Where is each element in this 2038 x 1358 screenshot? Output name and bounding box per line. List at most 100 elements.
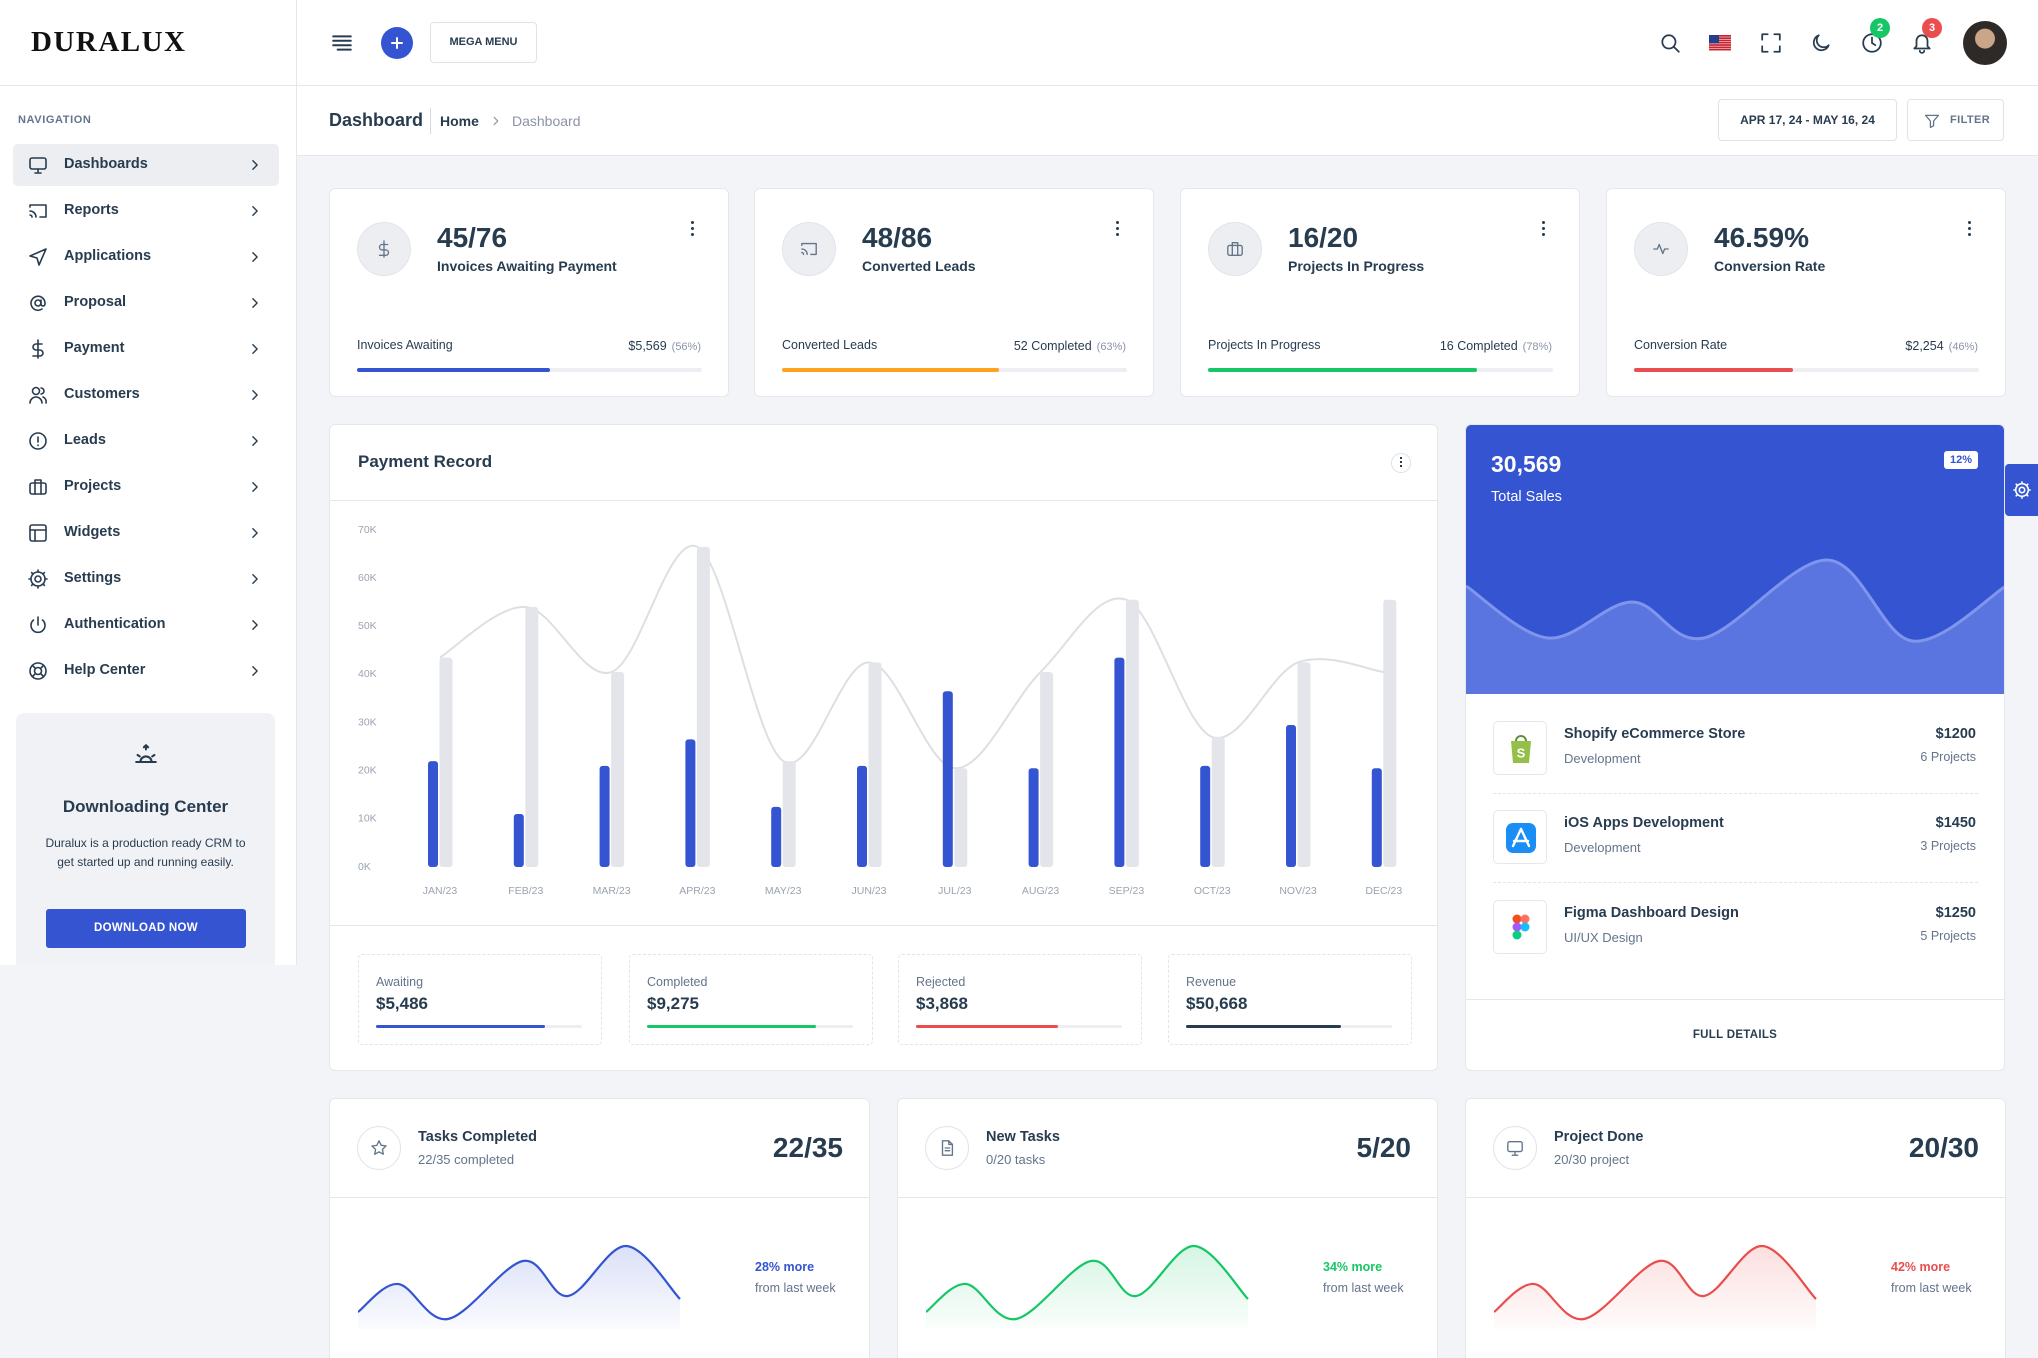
x-tick-label: NOV/23 [1279, 885, 1317, 897]
stat-footer-amount: 52 Completed (63%) [1014, 339, 1126, 353]
progress-fill [357, 368, 551, 372]
bar [1200, 765, 1211, 867]
bar [954, 768, 968, 867]
download-title: Downloading Center [62, 797, 229, 816]
project-name[interactable]: iOS Apps Development [1564, 815, 1724, 831]
flag-canton [1709, 35, 1719, 44]
icon-shape [252, 482, 258, 492]
mega-menu-button[interactable]: MEGA MENU [430, 22, 537, 63]
divider [330, 500, 1437, 501]
date-range-button[interactable]: APR 17, 24 - MAY 16, 24 [1718, 99, 1897, 141]
bar [439, 657, 453, 867]
icon-shape [332, 35, 352, 51]
icon-shape [1924, 114, 1940, 129]
logo-shape [1512, 922, 1522, 932]
search-icon[interactable] [1659, 32, 1681, 54]
nav-item[interactable]: Proposal [13, 282, 279, 324]
more-menu[interactable] [1541, 219, 1547, 237]
flag-stripe [1709, 46, 1731, 49]
y-tick-label: 70K [358, 524, 377, 536]
divider [1493, 882, 1978, 883]
project-name[interactable]: Figma Dashboard Design [1564, 905, 1739, 921]
nav-item[interactable]: Leads [13, 420, 279, 462]
sparkline [926, 1244, 1249, 1329]
nav-item[interactable]: Applications [13, 236, 279, 278]
bar [1297, 662, 1311, 867]
alert-icon [29, 432, 47, 450]
chev-icon [252, 436, 258, 446]
nav-item[interactable]: Dashboards [13, 144, 279, 186]
more-menu[interactable] [1967, 219, 1973, 237]
stat-icon-circle [782, 222, 836, 276]
more-dot [1968, 221, 1971, 224]
download-button[interactable]: DOWNLOAD NOW [46, 909, 246, 948]
chev-icon [252, 252, 258, 262]
nav-item[interactable]: Projects [13, 466, 279, 508]
x-tick-label: OCT/23 [1194, 885, 1231, 897]
stat-label: Converted Leads [862, 258, 976, 274]
nav-item[interactable]: Customers [13, 374, 279, 416]
more-dot [1400, 461, 1402, 463]
icon-shape [31, 664, 45, 678]
stat-footer-label: Conversion Rate [1634, 338, 1728, 352]
breadcrumb-current: Dashboard [512, 113, 581, 129]
filter-button[interactable]: FILTER [1907, 99, 2004, 141]
logo-shape [1520, 922, 1530, 932]
add-button[interactable] [381, 27, 413, 59]
bar [696, 546, 710, 867]
summary-note: from last week [755, 1281, 836, 1295]
stat-footer-label: Invoices Awaiting [357, 338, 453, 352]
flag-stripe [1709, 44, 1731, 46]
power-icon [30, 616, 46, 634]
more-menu[interactable] [690, 219, 696, 237]
project-name[interactable]: Shopify eCommerce Store [1564, 726, 1746, 742]
icon-shape [29, 529, 47, 542]
at-icon [30, 295, 46, 312]
stat-percent-label: (56%) [671, 341, 701, 353]
more-menu[interactable] [1115, 219, 1121, 237]
icon-shape [252, 344, 258, 354]
chev-icon [252, 298, 258, 308]
flag-icon[interactable] [1709, 35, 1731, 51]
nav-item[interactable]: Help Center [13, 650, 279, 692]
nav-label: Projects [64, 478, 122, 494]
line-series [439, 544, 1384, 770]
settings-tab[interactable] [2005, 464, 2038, 516]
breadcrumb-home[interactable]: Home [440, 113, 479, 129]
stat-value: 45/76 [437, 222, 508, 253]
flag-stripe [1709, 41, 1731, 44]
logo-shape [1511, 827, 1531, 848]
icon-shape [1511, 1150, 1519, 1156]
nav-item[interactable]: Widgets [13, 512, 279, 554]
summary-note: from last week [1323, 1281, 1404, 1295]
nav-item[interactable]: Reports [13, 190, 279, 232]
summary-subtitle: 20/30 project [1554, 1152, 1630, 1167]
summary-label: Rejected [916, 975, 966, 989]
full-details-link[interactable]: FULL DETAILS [1692, 1029, 1778, 1041]
star-icon [371, 1140, 387, 1155]
more-dot [691, 233, 694, 236]
full-icon[interactable] [1760, 32, 1782, 54]
moon-icon[interactable] [1810, 32, 1832, 54]
more-dot [1116, 227, 1119, 230]
page-header: Dashboard Home Dashboard APR 17, 24 - MAY 1… [297, 86, 2038, 156]
nav-item[interactable]: Settings [13, 558, 279, 600]
icon-shape [252, 206, 258, 216]
nav-item[interactable]: Authentication [13, 604, 279, 646]
summary-value: 22/35 [772, 1132, 843, 1163]
card-menu[interactable] [1391, 453, 1411, 473]
menu-icon[interactable] [331, 32, 353, 54]
y-tick-label: 40K [358, 668, 377, 680]
nav-item[interactable]: Payment [13, 328, 279, 370]
bar [513, 814, 524, 867]
summary-title: Tasks Completed [418, 1129, 537, 1145]
bell-icon[interactable] [1911, 32, 1933, 54]
bar [1114, 657, 1125, 867]
user-avatar[interactable] [1963, 21, 2007, 65]
x-tick-label: AUG/23 [1022, 885, 1060, 897]
stat-amount: $2,254 [1905, 339, 1944, 353]
project-logo-box [1493, 810, 1547, 864]
chev-icon [252, 160, 258, 170]
brand-logo[interactable]: DURALUX [31, 26, 187, 58]
nav-label: Proposal [64, 294, 127, 310]
